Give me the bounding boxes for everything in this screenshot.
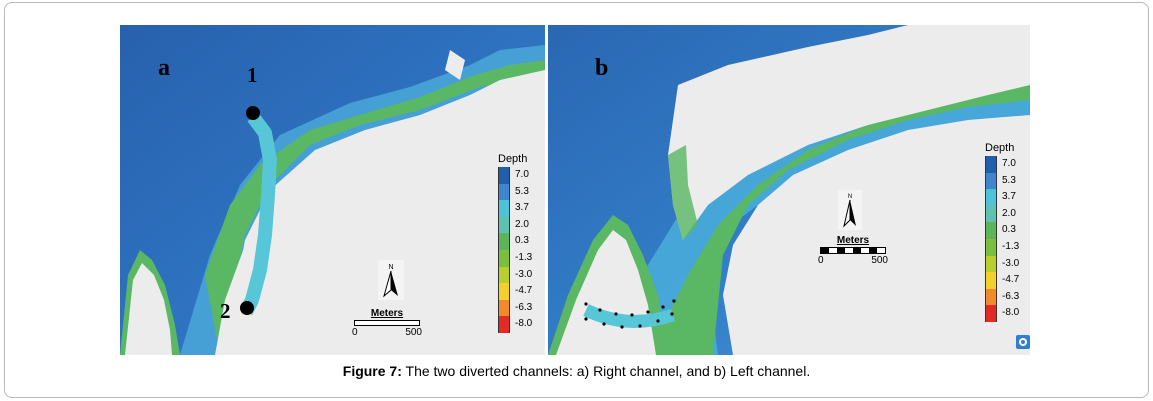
legend-row: 5.3 — [985, 172, 1030, 190]
scale-unit-label: Meters — [370, 308, 404, 319]
legend-row: -3.0 — [985, 255, 1030, 273]
depth-legend-a: Depth 7.0 5.3 3.7 2.0 0.3 -1.3 -3.0 -4.7 -6.3 -8.… — [498, 153, 545, 333]
legend-label: 5.3 — [1002, 174, 1016, 186]
scale-unit-label: Meters — [836, 235, 870, 246]
panel-divider — [545, 25, 548, 355]
marker-1-label: 1 — [247, 63, 258, 87]
legend-swatch — [498, 233, 510, 250]
legend-label: 5.3 — [515, 185, 529, 197]
legend-row: 7.0 — [985, 156, 1030, 173]
caption-text: The two diverted channels: a) Right chan… — [401, 363, 811, 379]
legend-rows: 7.0 5.3 3.7 2.0 0.3 -1.3 -3.0 -4.7 -6.3 -8.0 — [985, 156, 1030, 322]
legend-row: 3.7 — [498, 200, 545, 217]
legend-label: 7.0 — [515, 169, 529, 180]
legend-swatch — [985, 156, 997, 173]
legend-label: -3.0 — [1002, 257, 1020, 269]
legend-swatch — [498, 299, 510, 317]
panel-b-bathymetry — [548, 25, 1030, 355]
scale-max-label: 500 — [405, 327, 422, 338]
legend-swatch — [498, 283, 510, 300]
legend-row: 2.0 — [985, 205, 1030, 223]
legend-title: Depth — [985, 142, 1015, 154]
legend-swatch — [985, 189, 997, 206]
app-corner-icon — [1016, 335, 1030, 349]
panel-b-map: b N Meters 0 500 Depth 7.0 5.3 3.7 2.0 0.3 -1… — [548, 25, 1030, 355]
north-arrow-label: N — [848, 194, 852, 200]
scale-bar-graphic — [820, 247, 886, 254]
legend-swatch — [498, 200, 510, 217]
legend-row: -6.3 — [985, 288, 1030, 306]
legend-label: 3.7 — [515, 202, 529, 214]
north-arrow-label: N — [388, 264, 393, 271]
legend-label: 7.0 — [1002, 158, 1016, 169]
legend-swatch — [985, 288, 997, 306]
legend-label: -1.3 — [515, 251, 533, 263]
marker-2-label: 2 — [220, 299, 231, 323]
legend-row: -1.3 — [498, 249, 545, 267]
legend-row: -8.0 — [985, 305, 1030, 322]
marker-1-dot — [246, 106, 260, 120]
legend-rows: 7.0 5.3 3.7 2.0 0.3 -1.3 -3.0 -4.7 -6.3 -8.0 — [498, 167, 545, 333]
panel-a-bathymetry — [120, 25, 545, 355]
legend-row: 2.0 — [498, 216, 545, 234]
scale-max-label: 500 — [871, 255, 888, 266]
legend-row: -4.7 — [498, 283, 545, 300]
legend-row: -8.0 — [498, 316, 545, 333]
panel-a-label: a — [158, 55, 170, 81]
legend-row: 7.0 — [498, 167, 545, 184]
legend-label: 3.7 — [1002, 191, 1016, 203]
legend-row: -6.3 — [498, 299, 545, 317]
legend-label: 0.3 — [1002, 224, 1016, 236]
legend-swatch — [985, 172, 997, 190]
legend-swatch — [985, 305, 997, 322]
panel-a-map: a 1 2 N Meters 0 500 Depth 7.0 5.3 3.7 2.0 0… — [120, 25, 545, 355]
legend-label: -6.3 — [1002, 290, 1020, 302]
legend-row: 5.3 — [498, 183, 545, 201]
legend-swatch — [498, 266, 510, 284]
legend-label: 0.3 — [515, 235, 529, 247]
scale-min-label: 0 — [352, 327, 358, 338]
legend-label: -4.7 — [515, 285, 533, 297]
legend-label: -4.7 — [1002, 274, 1020, 286]
north-arrow-icon: N — [838, 190, 862, 230]
legend-row: 0.3 — [985, 222, 1030, 239]
legend-label: -1.3 — [1002, 240, 1020, 252]
legend-swatch — [985, 238, 997, 256]
legend-swatch — [498, 249, 510, 267]
legend-row: -4.7 — [985, 272, 1030, 289]
north-arrow-icon: N — [378, 260, 404, 300]
figure-caption: Figure 7: The two diverted channels: a) … — [0, 363, 1153, 379]
legend-swatch — [498, 316, 510, 333]
scale-min-label: 0 — [818, 255, 824, 266]
legend-swatch — [498, 183, 510, 201]
scale-bar-a: Meters 0 500 — [352, 308, 422, 338]
legend-label: -3.0 — [515, 268, 533, 280]
legend-swatch — [985, 272, 997, 289]
scale-bar-graphic — [354, 320, 420, 326]
caption-label: Figure 7: — [342, 363, 402, 379]
legend-swatch — [498, 167, 510, 184]
legend-label: -8.0 — [515, 318, 533, 330]
legend-row: 3.7 — [985, 189, 1030, 206]
legend-label: -6.3 — [515, 301, 533, 313]
legend-row: -3.0 — [498, 266, 545, 284]
legend-label: 2.0 — [515, 218, 529, 230]
legend-swatch — [498, 216, 510, 234]
depth-legend-b: Depth 7.0 5.3 3.7 2.0 0.3 -1.3 -3.0 -4.7 -6.3 -8.… — [985, 142, 1030, 322]
scale-bar-b: Meters 0 500 — [818, 235, 888, 266]
legend-label: 2.0 — [1002, 207, 1016, 219]
legend-row: 0.3 — [498, 233, 545, 250]
legend-title: Depth — [498, 153, 528, 165]
legend-swatch — [985, 255, 997, 273]
panel-b-label: b — [595, 55, 609, 81]
legend-swatch — [985, 205, 997, 223]
marker-2-dot — [240, 301, 254, 315]
legend-row: -1.3 — [985, 238, 1030, 256]
legend-label: -8.0 — [1002, 307, 1020, 319]
legend-swatch — [985, 222, 997, 239]
